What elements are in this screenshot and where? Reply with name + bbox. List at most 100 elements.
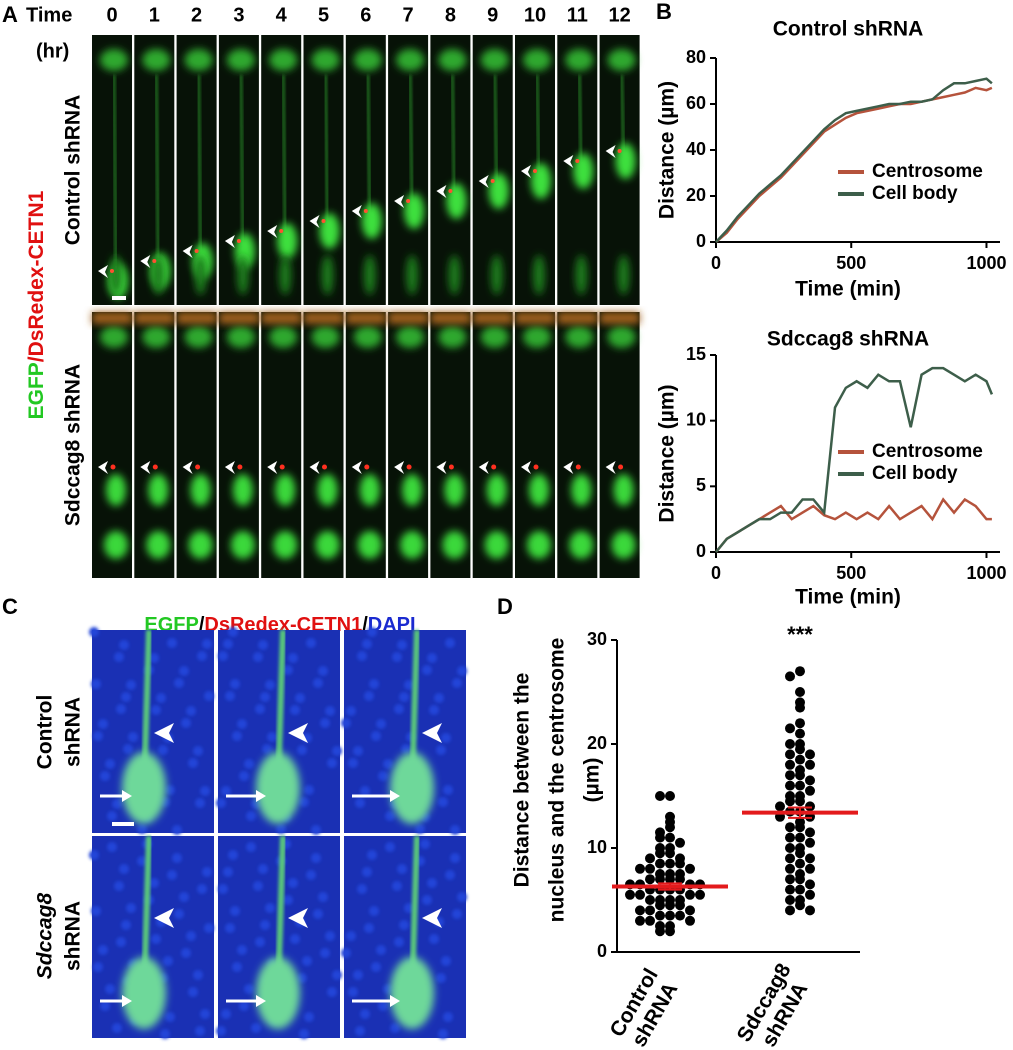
data-point <box>655 791 665 801</box>
nucleus <box>348 758 358 768</box>
nucleus <box>98 719 108 729</box>
time-label: Time <box>26 4 72 26</box>
nucleus <box>299 797 309 807</box>
data-point <box>635 889 645 900</box>
nucleus <box>436 745 446 755</box>
centrosome <box>617 149 622 153</box>
arrowhead <box>478 175 489 188</box>
y-tick-label: 0 <box>696 231 706 251</box>
micrograph <box>557 35 598 305</box>
data-point <box>785 884 795 895</box>
nucleus <box>225 691 235 701</box>
micrograph <box>303 312 344 578</box>
nucleus <box>297 973 307 983</box>
cell <box>363 255 376 295</box>
nucleus <box>436 973 446 983</box>
nucleus <box>327 987 337 997</box>
y-tick-label: 60 <box>686 93 706 113</box>
cell <box>269 326 298 348</box>
data-point <box>665 858 675 869</box>
nucleus <box>422 895 432 905</box>
micrograph-bg <box>430 35 471 305</box>
data-point <box>805 879 815 890</box>
cell <box>311 49 340 71</box>
micrograph <box>134 35 175 305</box>
x-tick-label: 500 <box>836 253 866 273</box>
micrograph <box>430 35 471 305</box>
cell <box>142 49 171 71</box>
nucleus <box>244 984 254 994</box>
legend-label: Centrosome <box>872 161 983 182</box>
cell <box>523 49 551 71</box>
nucleus <box>223 867 233 877</box>
arrowhead <box>309 215 320 228</box>
nucleus <box>165 785 175 795</box>
nucleus <box>404 680 414 690</box>
nucleus <box>232 731 242 741</box>
process <box>536 74 540 176</box>
arrow-head <box>390 790 400 802</box>
micrograph <box>89 835 214 1039</box>
data-point <box>785 874 795 885</box>
data-point <box>675 837 685 848</box>
nucleus <box>367 850 377 860</box>
cell <box>269 49 298 71</box>
arrowhead <box>224 461 235 474</box>
cell <box>319 213 340 249</box>
nucleus <box>126 680 136 690</box>
nucleus <box>364 923 374 933</box>
nucleus <box>121 920 131 930</box>
arrowhead <box>422 723 442 743</box>
process <box>366 74 371 216</box>
nucleus <box>239 771 249 781</box>
arrowhead <box>563 155 574 168</box>
cell <box>607 326 636 348</box>
micrograph <box>345 312 386 578</box>
data-point <box>785 671 795 682</box>
time-tick: 8 <box>445 4 456 26</box>
nucleus <box>441 733 451 743</box>
cell <box>184 326 213 348</box>
nucleus <box>438 797 448 807</box>
centrosome <box>490 179 495 183</box>
cell <box>490 255 503 295</box>
y-tick-label: 5 <box>696 475 706 495</box>
data-point <box>625 889 635 900</box>
time-tick: 7 <box>403 4 414 26</box>
nucleus <box>399 692 409 702</box>
nucleus <box>186 706 196 716</box>
cell <box>406 255 419 295</box>
process <box>409 74 414 206</box>
data-point <box>675 910 685 921</box>
micrograph <box>345 35 386 305</box>
nucleus <box>283 895 293 905</box>
y-tick-label: 10 <box>686 409 706 429</box>
row-label: shRNA <box>62 901 85 971</box>
nucleus <box>197 884 207 894</box>
centrosome <box>364 464 370 470</box>
cell <box>353 326 382 348</box>
cell <box>321 255 334 295</box>
centrosome <box>533 464 539 470</box>
data-point <box>665 910 675 921</box>
nucleus <box>112 1023 122 1033</box>
data-point <box>805 837 815 848</box>
nucleus <box>216 798 226 808</box>
nucleus <box>197 651 207 661</box>
micrograph <box>515 312 555 578</box>
nucleus <box>302 956 312 966</box>
nucleus <box>299 1029 309 1039</box>
row-label: Control shRNA <box>62 95 85 246</box>
cell <box>104 531 128 559</box>
nucleus <box>121 692 131 702</box>
stain-part: / <box>362 614 368 636</box>
nucleus <box>404 903 414 913</box>
nucleus <box>105 984 115 994</box>
nucleus <box>116 937 126 947</box>
nucleus <box>420 839 430 849</box>
arrowhead <box>98 461 108 474</box>
cell <box>529 474 549 506</box>
arrowhead <box>182 461 193 474</box>
nucleus <box>255 937 265 947</box>
